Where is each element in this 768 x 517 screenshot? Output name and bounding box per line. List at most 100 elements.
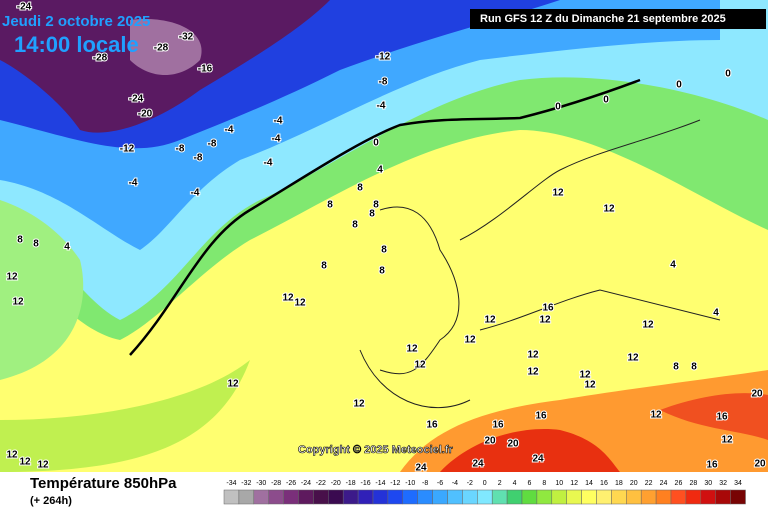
contour-label: 4 xyxy=(713,308,719,319)
contour-label: 12 xyxy=(6,450,18,461)
colorbar-tick-label: 26 xyxy=(675,480,683,487)
contour-label: 12 xyxy=(19,457,31,468)
colorbar-tick-label: 0 xyxy=(483,480,487,487)
contour-label: -12 xyxy=(376,52,391,63)
contour-label: -4 xyxy=(129,178,138,189)
contour-label: 16 xyxy=(535,411,547,422)
colorbar-cell xyxy=(670,489,687,505)
colorbar: -34 -32 -30 -28 -26 -24 -22 -20 -18 -16 -14 -12 -10-… xyxy=(223,480,746,505)
colorbar-tick-label: 34 xyxy=(734,480,742,487)
contour-label: -8 xyxy=(176,144,185,155)
contour-label: 8 xyxy=(673,362,679,373)
contour-label: -8 xyxy=(194,153,203,164)
contour-label: 8 xyxy=(17,235,23,246)
contour-label: 0 xyxy=(676,80,682,91)
contour-label: 4 xyxy=(670,260,676,271)
contour-label: 16 xyxy=(426,420,438,431)
contour-label: 24 xyxy=(415,463,427,474)
contour-label: 8 xyxy=(379,266,385,277)
colorbar-cell xyxy=(223,489,240,505)
colorbar-cell xyxy=(581,489,597,505)
contour-label: 12 xyxy=(227,379,239,390)
colorbar-tick-label: -20 xyxy=(331,480,341,487)
contour-label: 12 xyxy=(353,399,365,410)
contour-label: 8 xyxy=(321,261,327,272)
colorbar-cell xyxy=(596,489,612,505)
colorbar-tick-label: 24 xyxy=(660,480,668,487)
contour-label: 12 xyxy=(6,272,18,283)
colorbar-tick-label: -26 xyxy=(286,480,296,487)
contour-label: 8 xyxy=(373,200,379,211)
contour-label: 20 xyxy=(484,436,496,447)
colorbar-cell xyxy=(313,489,329,505)
contour-label: -20 xyxy=(138,109,153,120)
contour-label: 12 xyxy=(539,315,551,326)
colorbar-cell xyxy=(715,489,731,505)
colorbar-tick-label: 20 xyxy=(630,480,638,487)
colorbar-tick-label: 30 xyxy=(704,480,712,487)
contour-label: 12 xyxy=(603,204,615,215)
zone-sw xyxy=(0,360,250,472)
footer-title: Température 850hPa xyxy=(30,475,177,492)
colorbar-tick-label: -14 xyxy=(375,480,385,487)
contour-label: 0 xyxy=(725,69,731,80)
contour-label: 0 xyxy=(603,95,609,106)
colorbar-tick-label: -4 xyxy=(452,480,458,487)
run-box xyxy=(470,9,766,29)
colorbar-tick-label: 6 xyxy=(527,480,531,487)
contour-label: -8 xyxy=(379,77,388,88)
contour-label: -8 xyxy=(208,139,217,150)
colorbar-tick-label: 32 xyxy=(719,480,727,487)
contour-label: -4 xyxy=(274,116,283,127)
contour-label: -28 xyxy=(93,53,108,64)
zero-isotherm xyxy=(129,78,641,356)
coastline xyxy=(359,119,721,409)
contour-label: 12 xyxy=(579,370,591,381)
contour-label: 8 xyxy=(691,362,697,373)
colorbar-tick-label: -24 xyxy=(301,480,311,487)
contour-label: 12 xyxy=(552,188,564,199)
contour-label: -4 xyxy=(225,125,234,136)
contour-label: 8 xyxy=(327,200,333,211)
contour-label: 20 xyxy=(507,439,519,450)
contour-label: 8 xyxy=(352,220,358,231)
colorbar-cell xyxy=(730,489,746,505)
contour-label: 12 xyxy=(627,353,639,364)
colorbar-tick-label: -12 xyxy=(390,480,400,487)
contour-labels: -24 -32 -28 -28 -16 -24 -20 -12 -8 -8 -8 -4 -4 -4 -4 -4… xyxy=(5,1,767,475)
contour-label: -24 xyxy=(129,94,144,105)
contour-label: 16 xyxy=(542,303,554,314)
contour-label: 16 xyxy=(492,420,504,431)
contour-label: 20 xyxy=(754,459,766,470)
contour-label: 16 xyxy=(716,412,728,423)
contour-label: -32 xyxy=(179,32,194,43)
contour-label: 16 xyxy=(706,460,718,471)
colorbar-tick-label: -16 xyxy=(360,480,370,487)
contour-label: 12 xyxy=(406,344,418,355)
colorbar-tick-label: -2 xyxy=(467,480,473,487)
colorbar-tick-label: -30 xyxy=(256,480,266,487)
contour-label: 12 xyxy=(282,293,294,304)
zone-west-green xyxy=(0,200,84,380)
colorbar-tick-label: 8 xyxy=(542,480,546,487)
forecast-date: Jeudi 2 octobre 2025 xyxy=(2,13,150,30)
zone-red xyxy=(440,429,620,472)
colorbar-cell xyxy=(283,489,299,505)
colorbar-cell xyxy=(655,489,672,505)
contour-label: -12 xyxy=(120,144,135,155)
colorbar-cell xyxy=(551,489,567,505)
colorbar-tick-label: -8 xyxy=(422,480,428,487)
colorbar-tick-label: 14 xyxy=(585,480,593,487)
contour-label: -4 xyxy=(191,188,200,199)
contour-label: 12 xyxy=(414,360,426,371)
contour-label: 12 xyxy=(37,460,49,471)
contour-label: 4 xyxy=(64,242,70,253)
colorbar-cell xyxy=(298,489,314,505)
colorbar-cell xyxy=(372,489,389,505)
colorbar-cell xyxy=(387,489,404,505)
colorbar-cell xyxy=(238,489,255,505)
colorbar-tick-label: -34 xyxy=(226,480,236,487)
colorbar-tick-label: 28 xyxy=(689,480,697,487)
colorbar-tick-label: -28 xyxy=(271,480,281,487)
